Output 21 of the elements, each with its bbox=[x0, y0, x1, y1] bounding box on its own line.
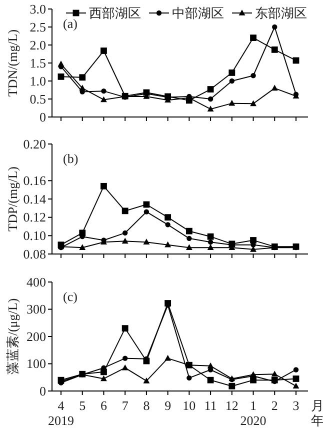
x-tick-label: 8 bbox=[143, 398, 150, 413]
x-tick-label: 4 2019 bbox=[48, 398, 74, 428]
x-tick-label: 6 bbox=[100, 398, 108, 413]
x-tick-label: 2 bbox=[271, 398, 278, 413]
legend-label: 中部湖区 bbox=[172, 6, 224, 20]
y-axis-title: TDN/(mg/L) bbox=[5, 29, 20, 97]
x-tick-label: 12 bbox=[225, 398, 238, 413]
x-tick-label: 1 2020 bbox=[240, 398, 266, 428]
x-tick-label: 7 bbox=[122, 398, 129, 413]
x-tick-label: 11 bbox=[204, 398, 217, 413]
x-tick-label: 9 bbox=[164, 398, 172, 413]
legend-label: 西部湖区 bbox=[89, 6, 141, 20]
x-tick-label: 5 bbox=[79, 398, 86, 413]
x-tick-label: 10 bbox=[182, 398, 196, 413]
text: (b) bbox=[63, 151, 78, 166]
x-tick-label: 3 bbox=[292, 398, 300, 413]
legend-label: 东部湖区 bbox=[255, 6, 307, 20]
text: (a) bbox=[63, 16, 78, 31]
text: (c) bbox=[63, 289, 78, 304]
y-axis-title: 藻蓝素/(μg/L) bbox=[5, 298, 20, 375]
y-axis-title: TDP/(mg/L) bbox=[5, 166, 20, 232]
